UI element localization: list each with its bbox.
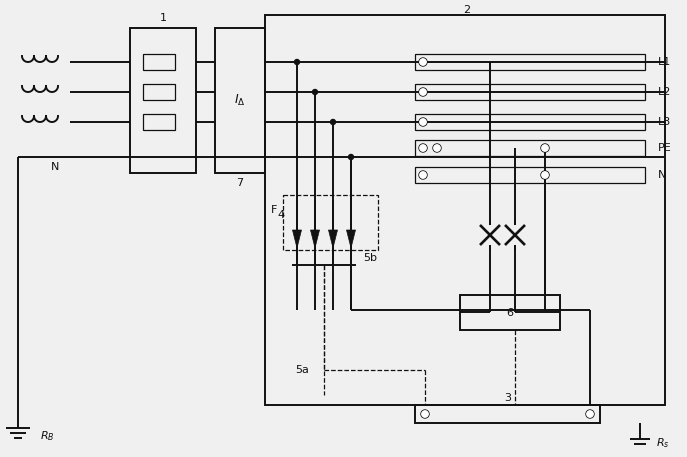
Circle shape <box>587 411 593 417</box>
Circle shape <box>348 154 354 159</box>
Circle shape <box>330 119 335 124</box>
Bar <box>415 167 645 183</box>
Text: 3: 3 <box>504 393 512 403</box>
Circle shape <box>420 89 426 95</box>
Text: PE: PE <box>658 143 672 153</box>
Bar <box>415 84 645 100</box>
Bar <box>143 114 175 130</box>
Bar <box>143 84 175 100</box>
Text: 6: 6 <box>506 308 513 318</box>
Text: 4: 4 <box>278 210 285 220</box>
Circle shape <box>433 144 441 152</box>
Circle shape <box>542 172 548 178</box>
Text: L3: L3 <box>658 117 671 127</box>
Circle shape <box>433 145 440 151</box>
Bar <box>415 140 645 156</box>
Text: $R_s$: $R_s$ <box>656 436 670 450</box>
Circle shape <box>586 410 594 418</box>
Text: 5a: 5a <box>295 365 309 375</box>
Circle shape <box>419 88 427 96</box>
Circle shape <box>420 59 426 65</box>
Bar <box>143 54 175 70</box>
Bar <box>415 114 645 130</box>
Circle shape <box>419 144 427 152</box>
Circle shape <box>419 171 427 179</box>
Bar <box>215 28 265 173</box>
Bar <box>415 405 600 423</box>
Circle shape <box>420 119 426 125</box>
Text: F: F <box>271 205 277 215</box>
Circle shape <box>542 145 548 151</box>
Circle shape <box>420 145 426 151</box>
Text: 5b: 5b <box>363 253 377 263</box>
Circle shape <box>313 90 317 95</box>
Text: N: N <box>51 162 59 172</box>
Text: N: N <box>658 170 666 180</box>
Bar <box>283 195 378 250</box>
Circle shape <box>541 144 549 152</box>
Text: $R_B$: $R_B$ <box>40 429 54 443</box>
Circle shape <box>419 118 427 126</box>
Circle shape <box>295 59 300 64</box>
Polygon shape <box>311 230 319 248</box>
Circle shape <box>421 410 429 418</box>
Bar <box>415 54 645 70</box>
Polygon shape <box>293 230 302 248</box>
Circle shape <box>419 58 427 66</box>
Text: 1: 1 <box>159 13 166 23</box>
Polygon shape <box>346 230 355 248</box>
Text: L2: L2 <box>658 87 671 97</box>
Bar <box>130 28 196 173</box>
Circle shape <box>541 171 549 179</box>
Text: L1: L1 <box>658 57 671 67</box>
Text: 2: 2 <box>464 5 471 15</box>
Bar <box>460 295 560 330</box>
Text: $I_{\Delta}$: $I_{\Delta}$ <box>234 92 246 107</box>
Bar <box>265 15 665 405</box>
Polygon shape <box>328 230 337 248</box>
Circle shape <box>420 172 426 178</box>
Text: 7: 7 <box>236 178 244 188</box>
Circle shape <box>422 411 428 417</box>
